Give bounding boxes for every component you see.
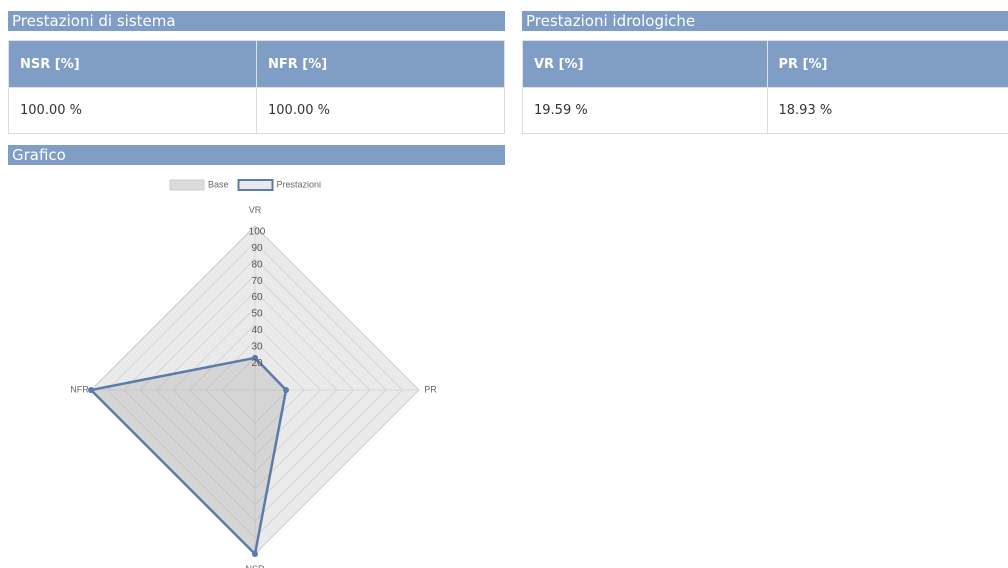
panel-title: Grafico [8, 145, 505, 165]
axis-label: NSR [245, 564, 265, 568]
radar-area [88, 356, 288, 557]
td: 100.00 % [8, 87, 257, 134]
axis-label: PR [424, 384, 437, 394]
th: PR [%] [766, 40, 1008, 88]
axis-label: VR [249, 205, 262, 215]
legend-swatch [237, 179, 274, 191]
point [88, 387, 94, 393]
tick-label: 100 [249, 227, 266, 238]
tick-label: 30 [251, 341, 263, 352]
th: NSR [%] [8, 40, 257, 88]
panel-title: Prestazioni idrologiche [522, 11, 1008, 31]
point [283, 387, 290, 393]
tick-label: 40 [251, 325, 263, 336]
legend-label: Prestazioni [277, 179, 322, 189]
tick-label: 50 [251, 309, 263, 320]
tick-label: 60 [251, 292, 263, 303]
chart: VR PR NSR NFR 20 30 40 50 60 70 80 90 100 Base Prestaz… [70, 179, 437, 568]
tick-label: 70 [251, 276, 263, 287]
th: NFR [%] [256, 40, 505, 88]
point [252, 354, 258, 361]
td: 18.93 % [766, 87, 1008, 134]
axis-label: NFR [70, 384, 89, 394]
table: NSR [%] NFR [%] 100.00 % 100.00 % [8, 40, 505, 134]
legend-swatch [169, 179, 205, 191]
hydro-panel: Prestazioni idrologiche VR [%] PR [%] 19.… [522, 11, 1008, 134]
system-panel: Prestazioni di sistema NSR [%] NFR [%] 10… [8, 11, 505, 134]
tick-label: 90 [251, 243, 263, 254]
td: 19.59 % [522, 87, 768, 134]
tick-label: 20 [251, 358, 263, 369]
legend-label: Base [208, 179, 229, 189]
td: 100.00 % [256, 87, 505, 134]
panel-title: Prestazioni di sistema [8, 11, 505, 31]
table: VR [%] PR [%] 19.59 % 18.93 % [522, 40, 1008, 134]
chart-panel: Grafico [8, 145, 505, 165]
tick-label: 80 [251, 259, 263, 270]
point [252, 551, 258, 557]
th: VR [%] [522, 40, 768, 88]
